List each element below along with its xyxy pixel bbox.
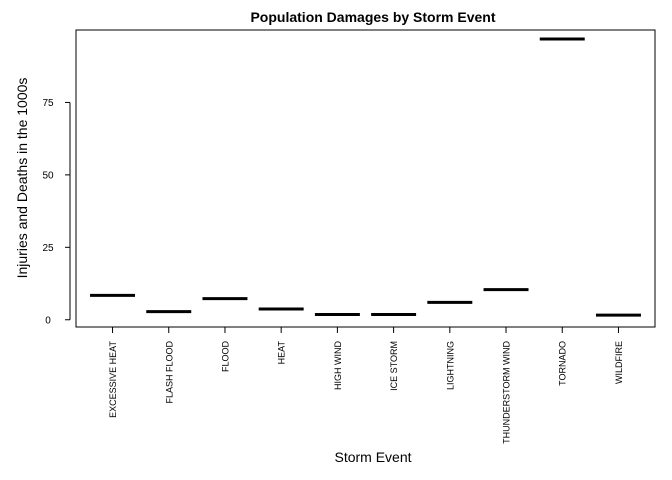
x-tick-label: HIGH WIND <box>333 341 343 390</box>
x-axis: EXCESSIVE HEAT FLASH FLOOD FLOOD HEAT HIGH W… <box>108 326 624 444</box>
chart-title: Population Damages by Storm Event <box>250 9 495 25</box>
x-axis-title: Storm Event <box>334 449 411 465</box>
x-tick-label: TORNADO <box>558 341 568 386</box>
y-tick-label: 50 <box>42 170 54 181</box>
x-tick-label: HEAT <box>277 341 287 365</box>
y-axis: 0 25 50 75 <box>42 98 71 326</box>
y-tick-label: 75 <box>42 98 54 109</box>
plot-frame <box>75 29 656 328</box>
x-tick-label: FLASH FLOOD <box>164 341 174 404</box>
y-axis-title: Injuries and Deaths in the 1000s <box>14 78 30 279</box>
x-tick-label: ICE STORM <box>389 341 399 391</box>
x-tick-label: EXCESSIVE HEAT <box>108 341 118 418</box>
x-tick-label: LIGHTNING <box>445 341 455 390</box>
y-tick-label: 0 <box>45 315 51 326</box>
x-tick-label: THUNDERSTORM WIND <box>502 341 512 444</box>
x-tick-label: WILDFIRE <box>614 341 624 384</box>
y-tick-label: 25 <box>42 243 54 254</box>
x-tick-label: FLOOD <box>220 341 230 373</box>
data-marks <box>90 37 641 317</box>
